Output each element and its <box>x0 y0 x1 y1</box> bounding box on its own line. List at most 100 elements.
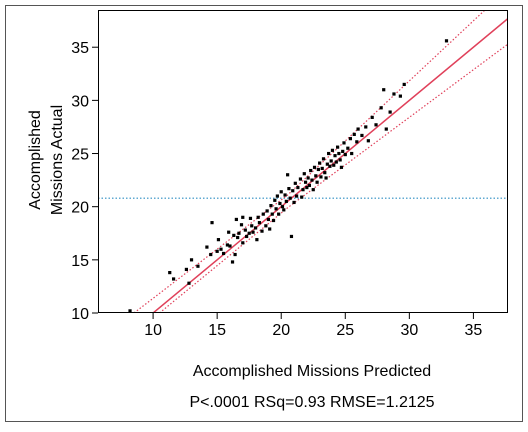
data-point <box>288 196 292 200</box>
data-point <box>398 94 402 98</box>
data-point <box>328 164 332 168</box>
x-tick-label: 25 <box>336 322 354 339</box>
data-point <box>350 151 354 156</box>
confidence-curve <box>159 43 508 313</box>
data-point <box>325 162 329 166</box>
data-point <box>314 174 318 178</box>
data-point <box>215 249 219 253</box>
data-point <box>255 238 259 242</box>
data-point <box>370 115 374 119</box>
data-point <box>302 172 306 176</box>
data-point <box>293 181 297 185</box>
data-point <box>346 146 350 150</box>
data-point <box>444 39 449 43</box>
data-point <box>323 171 327 175</box>
data-point <box>205 245 209 249</box>
data-point <box>301 188 305 192</box>
data-point <box>341 149 345 153</box>
x-axis-label: Accomplished Missions Predicted <box>193 363 431 380</box>
data-point <box>305 185 309 190</box>
data-point <box>253 226 258 230</box>
data-point <box>278 201 282 206</box>
data-point <box>270 212 274 216</box>
y-tick-label: 35 <box>71 40 89 57</box>
data-point <box>306 176 310 180</box>
data-point <box>261 212 265 216</box>
data-point <box>392 92 396 96</box>
x-tick-label: 10 <box>144 322 162 339</box>
data-point <box>374 123 378 127</box>
data-point <box>250 224 254 228</box>
data-point <box>298 177 303 181</box>
y-axis-label: Missions Actual <box>49 105 66 215</box>
confidence-curve <box>133 10 486 313</box>
data-point <box>232 233 236 237</box>
data-point <box>286 173 290 177</box>
data-point <box>342 141 346 145</box>
data-point <box>219 247 223 251</box>
data-point <box>382 88 386 92</box>
y-tick-label: 30 <box>71 93 89 110</box>
data-point <box>168 271 172 275</box>
data-point <box>266 217 271 222</box>
data-point <box>296 185 300 190</box>
data-point <box>310 178 314 182</box>
data-point <box>318 161 322 165</box>
y-axis-label: Accomplished <box>27 110 44 210</box>
data-point <box>251 230 255 234</box>
data-point <box>265 209 269 213</box>
data-point <box>277 212 281 216</box>
data-point <box>303 180 308 184</box>
plot-area <box>98 10 508 313</box>
x-tick-label: 15 <box>208 322 226 339</box>
data-point <box>280 205 285 209</box>
data-point <box>196 264 200 268</box>
data-point <box>273 198 277 202</box>
data-point <box>283 193 287 197</box>
data-point <box>243 228 247 232</box>
data-point <box>236 235 240 240</box>
data-point <box>284 199 288 203</box>
data-point <box>291 189 295 193</box>
data-point <box>234 217 238 222</box>
data-point <box>227 230 231 234</box>
data-point <box>356 127 360 131</box>
data-point <box>237 231 241 235</box>
data-point <box>338 158 342 162</box>
data-point <box>307 183 312 188</box>
data-point <box>260 229 264 233</box>
data-point <box>337 151 341 156</box>
y-tick-label: 20 <box>71 200 89 217</box>
data-point <box>352 132 356 136</box>
data-point <box>128 309 132 313</box>
data-point <box>209 252 213 257</box>
data-point <box>320 166 324 171</box>
data-point <box>248 216 253 220</box>
fit-stats: P<.0001 RSq=0.93 RMSE=1.2125 <box>189 394 434 411</box>
data-point <box>269 204 273 208</box>
data-point <box>279 190 283 194</box>
y-tick-label: 15 <box>71 253 89 270</box>
data-point <box>171 277 176 281</box>
data-point <box>332 163 336 167</box>
data-point <box>239 223 244 227</box>
data-point <box>282 208 286 212</box>
data-point <box>327 151 331 156</box>
data-point <box>309 168 313 173</box>
data-point <box>343 152 347 157</box>
data-point <box>184 267 189 272</box>
data-point <box>292 200 296 205</box>
data-point <box>315 180 319 184</box>
data-point <box>189 258 194 262</box>
data-point <box>329 159 333 163</box>
data-point <box>289 234 294 239</box>
data-point <box>379 106 383 110</box>
plot-border <box>98 10 508 313</box>
data-point <box>233 252 237 257</box>
data-point <box>300 195 304 199</box>
x-tick-label: 20 <box>272 322 290 339</box>
x-tick-label: 30 <box>400 322 418 339</box>
data-point <box>402 82 406 87</box>
data-point <box>247 231 251 235</box>
